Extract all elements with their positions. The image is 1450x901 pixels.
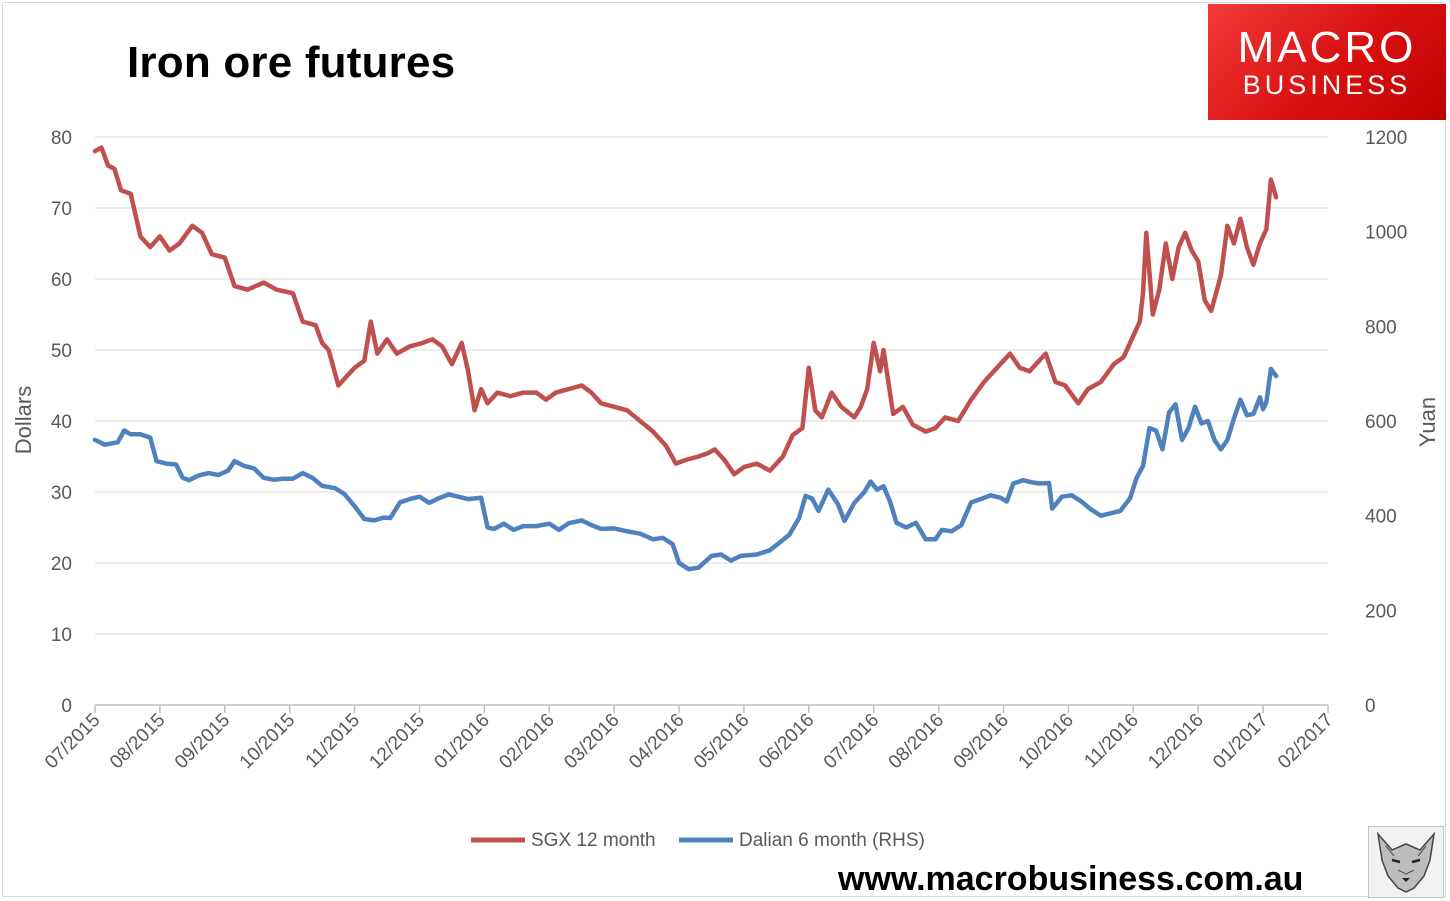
x-tick-label: 07/2015 [41, 710, 104, 773]
x-tick-label: 05/2016 [690, 710, 753, 773]
x-tick-label: 10/2015 [236, 710, 299, 773]
x-tick-label: 12/2016 [1144, 710, 1207, 773]
x-tick-label: 11/2016 [1080, 710, 1142, 772]
x-tick-label: 02/2017 [1274, 710, 1337, 773]
macro-business-logo[interactable]: MACRO BUSINESS [1208, 4, 1446, 120]
x-tick-label: 03/2016 [560, 710, 623, 773]
y-left-tick-label: 60 [51, 270, 72, 291]
y-axis-right-title: Yuan [1415, 397, 1440, 447]
y-right-tick-label: 1200 [1365, 128, 1407, 149]
x-axis: 07/2015 08/2015 09/2015 10/2015 11/2015 12/20… [41, 705, 1338, 773]
legend-label-dalian: Dalian 6 month (RHS) [739, 830, 925, 851]
logo-line-2: BUSINESS [1242, 70, 1412, 100]
y-right-tick-label: 0 [1365, 696, 1376, 717]
x-tick-label: 11/2015 [302, 710, 364, 772]
y-right-tick-label: 200 [1365, 601, 1397, 622]
x-tick-label: 08/2016 [885, 710, 948, 773]
y-left-tick-label: 40 [51, 412, 72, 433]
y-left-tick-label: 20 [51, 554, 72, 575]
y-right-tick-label: 1000 [1365, 223, 1407, 244]
x-tick-label: 04/2016 [625, 710, 688, 773]
y-left-tick-label: 70 [51, 199, 72, 220]
y-left-tick-label: 10 [51, 625, 72, 646]
website-url[interactable]: www.macrobusiness.com.au [838, 860, 1304, 898]
y-axis-left-title: Dollars [11, 386, 36, 454]
x-tick-label: 01/2016 [430, 710, 493, 773]
legend-label-sgx: SGX 12 month [531, 830, 656, 851]
x-tick-label: 07/2016 [820, 710, 883, 773]
x-tick-label: 10/2016 [1015, 710, 1078, 773]
y-right-tick-label: 800 [1365, 317, 1397, 338]
x-tick-label: 12/2015 [366, 710, 429, 773]
logo-line-1: MACRO [1237, 23, 1417, 72]
y-left-tick-label: 50 [51, 341, 72, 362]
y-axis-left: 0 10 20 30 40 50 60 70 80 [51, 128, 72, 717]
x-tick-label: 08/2015 [106, 710, 169, 773]
y-left-tick-label: 80 [51, 128, 72, 149]
gridlines [95, 136, 1328, 706]
x-tick-label: 09/2015 [171, 710, 234, 773]
x-tick-label: 02/2016 [495, 710, 558, 773]
y-right-tick-label: 600 [1365, 412, 1397, 433]
series-line-sgx [92, 145, 1279, 477]
y-left-tick-label: 0 [61, 696, 72, 717]
x-tick-label: 09/2016 [950, 710, 1013, 773]
x-tick-label: 01/2017 [1209, 710, 1272, 773]
series-lines [92, 145, 1279, 572]
x-tick-label: 06/2016 [755, 710, 818, 773]
chart-title: Iron ore futures [127, 38, 456, 87]
wolf-icon [1368, 826, 1444, 898]
y-right-tick-label: 400 [1365, 507, 1397, 528]
series-line-dalian [92, 366, 1279, 572]
legend: SGX 12 month Dalian 6 month (RHS) [471, 830, 925, 851]
y-left-tick-label: 30 [51, 483, 72, 504]
y-axis-right: 0 200 400 600 800 1000 1200 [1365, 128, 1407, 717]
